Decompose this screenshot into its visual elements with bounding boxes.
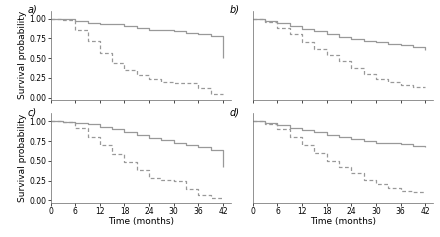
X-axis label: Time (months): Time (months) bbox=[108, 217, 174, 226]
Y-axis label: Survival probability: Survival probability bbox=[18, 11, 27, 100]
Text: b): b) bbox=[229, 5, 239, 14]
Text: d): d) bbox=[229, 107, 239, 117]
Text: c): c) bbox=[27, 107, 36, 117]
Y-axis label: Survival probability: Survival probability bbox=[18, 114, 27, 202]
X-axis label: Time (months): Time (months) bbox=[310, 217, 376, 226]
Text: a): a) bbox=[27, 5, 37, 14]
